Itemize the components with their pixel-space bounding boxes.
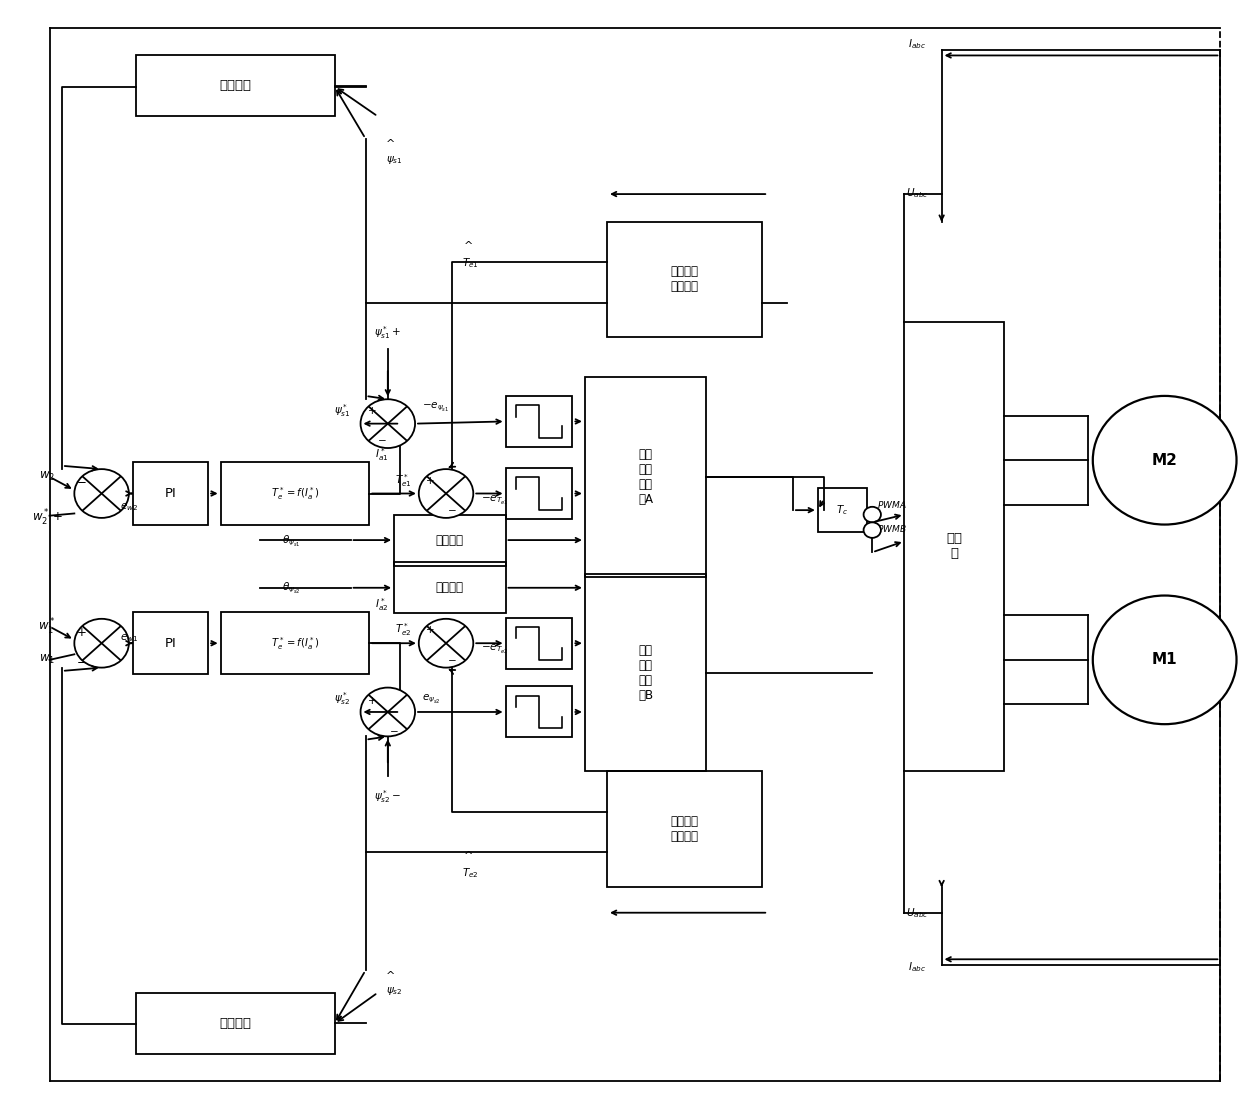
Circle shape bbox=[1093, 596, 1237, 724]
Text: $I_{a1}^*$: $I_{a1}^*$ bbox=[375, 446, 389, 464]
Text: $\theta_{\psi_{s1}}$: $\theta_{\psi_{s1}}$ bbox=[282, 532, 301, 548]
Text: $-e_{T_{e1}}$: $-e_{T_{e1}}$ bbox=[481, 494, 508, 507]
Text: $w_2^*+$: $w_2^*+$ bbox=[32, 508, 62, 528]
Text: $\theta_{\psi_{s2}}$: $\theta_{\psi_{s2}}$ bbox=[282, 580, 301, 596]
Bar bbox=[904, 322, 1004, 771]
Text: 开关
矢量
选择
表B: 开关 矢量 选择 表B bbox=[638, 643, 653, 702]
Text: $w_1^*$: $w_1^*$ bbox=[38, 617, 56, 637]
Text: $\psi_{s1}^*+$: $\psi_{s1}^*+$ bbox=[374, 324, 401, 342]
Text: $U_{abc}$: $U_{abc}$ bbox=[906, 186, 928, 200]
Text: $-$: $-$ bbox=[389, 724, 399, 735]
Circle shape bbox=[361, 688, 415, 736]
Text: M1: M1 bbox=[1152, 652, 1177, 668]
Bar bbox=[394, 515, 506, 566]
Circle shape bbox=[419, 619, 473, 668]
Bar bbox=[607, 771, 762, 887]
Bar bbox=[221, 612, 369, 674]
Bar bbox=[133, 462, 208, 525]
Text: 转矩和磁
链观测器: 转矩和磁 链观测器 bbox=[670, 265, 699, 294]
Bar bbox=[136, 993, 335, 1054]
Text: $T_{e1}^*$: $T_{e1}^*$ bbox=[394, 471, 411, 489]
Text: $T_c$: $T_c$ bbox=[836, 503, 849, 517]
Bar bbox=[585, 377, 706, 577]
Text: $\psi_{s1}^*$: $\psi_{s1}^*$ bbox=[335, 401, 351, 419]
Text: PI: PI bbox=[165, 637, 176, 650]
Text: PI: PI bbox=[165, 487, 176, 500]
Text: $\psi_{s1}$: $\psi_{s1}$ bbox=[385, 154, 403, 165]
Text: $PWMB$: $PWMB$ bbox=[877, 523, 907, 535]
Text: $I_{abc}$: $I_{abc}$ bbox=[908, 960, 926, 974]
Bar bbox=[221, 462, 369, 525]
Text: $-$: $-$ bbox=[77, 474, 87, 487]
Text: ^: ^ bbox=[463, 851, 473, 862]
Text: 转速计算: 转速计算 bbox=[219, 80, 252, 92]
Bar bbox=[506, 686, 572, 737]
Bar bbox=[818, 488, 867, 532]
Text: $\psi_{s2}^*$: $\psi_{s2}^*$ bbox=[335, 690, 351, 708]
Text: $-$: $-$ bbox=[447, 503, 457, 515]
Text: $-$: $-$ bbox=[447, 653, 457, 664]
Text: ^: ^ bbox=[463, 241, 473, 252]
Text: $+$: $+$ bbox=[367, 405, 377, 416]
Text: $\psi_{s2}^*-$: $\psi_{s2}^*-$ bbox=[374, 787, 401, 805]
Text: $-$: $-$ bbox=[77, 654, 87, 668]
Bar bbox=[394, 562, 506, 613]
Text: $I_{a2}^*$: $I_{a2}^*$ bbox=[375, 596, 389, 613]
Text: $T_{e2}^*$: $T_{e2}^*$ bbox=[395, 621, 411, 639]
Text: $+$: $+$ bbox=[367, 695, 377, 706]
Text: 逆变
器: 逆变 器 bbox=[947, 532, 961, 560]
Text: $e_{w2}$: $e_{w2}$ bbox=[120, 501, 138, 512]
Bar bbox=[506, 396, 572, 447]
Text: $T_e^*=f(I_a^*)$: $T_e^*=f(I_a^*)$ bbox=[270, 634, 320, 652]
Text: ^: ^ bbox=[385, 970, 395, 981]
Text: ^: ^ bbox=[385, 139, 395, 150]
Circle shape bbox=[864, 522, 881, 538]
Circle shape bbox=[864, 507, 881, 522]
Text: $-e_{\psi_{s1}}$: $-e_{\psi_{s1}}$ bbox=[422, 400, 450, 414]
Text: 转矩和磁
链观测器: 转矩和磁 链观测器 bbox=[670, 815, 699, 843]
Text: $e_{w1}$: $e_{w1}$ bbox=[120, 632, 138, 643]
Circle shape bbox=[74, 619, 129, 668]
Text: 转速计算: 转速计算 bbox=[219, 1017, 252, 1029]
Text: $\psi_{s2}$: $\psi_{s2}$ bbox=[385, 986, 403, 997]
Bar bbox=[133, 612, 208, 674]
Circle shape bbox=[74, 469, 129, 518]
Bar bbox=[607, 222, 762, 337]
Text: $-e_{T_{e2}}$: $-e_{T_{e2}}$ bbox=[481, 643, 508, 657]
Text: $-$: $-$ bbox=[377, 434, 387, 445]
Text: $+$: $+$ bbox=[425, 624, 435, 635]
Text: $PWMA$: $PWMA$ bbox=[877, 499, 907, 510]
Text: $U_{abc}$: $U_{abc}$ bbox=[906, 906, 928, 919]
Bar bbox=[136, 55, 335, 116]
Bar bbox=[506, 468, 572, 519]
Bar bbox=[506, 618, 572, 669]
Text: $T_e^*=f(I_a^*)$: $T_e^*=f(I_a^*)$ bbox=[270, 485, 320, 502]
Circle shape bbox=[361, 399, 415, 448]
Circle shape bbox=[1093, 396, 1237, 525]
Text: $T_{e1}$: $T_{e1}$ bbox=[462, 256, 479, 269]
Text: $+$: $+$ bbox=[425, 475, 435, 486]
Text: 扇区选择: 扇区选择 bbox=[436, 581, 463, 594]
Text: $I_{abc}$: $I_{abc}$ bbox=[908, 38, 926, 51]
Text: $+$: $+$ bbox=[77, 625, 87, 639]
Text: 开关
矢量
选择
表A: 开关 矢量 选择 表A bbox=[638, 448, 653, 506]
Text: 扇区选择: 扇区选择 bbox=[436, 533, 463, 547]
Text: $e_{\psi_{s2}}$: $e_{\psi_{s2}}$ bbox=[422, 692, 441, 705]
Text: $T_{e2}$: $T_{e2}$ bbox=[462, 866, 479, 879]
Circle shape bbox=[419, 469, 473, 518]
Text: M2: M2 bbox=[1152, 452, 1177, 468]
Text: $w_1$: $w_1$ bbox=[40, 653, 55, 667]
Text: $w_2$: $w_2$ bbox=[40, 470, 55, 484]
Bar bbox=[585, 574, 706, 771]
